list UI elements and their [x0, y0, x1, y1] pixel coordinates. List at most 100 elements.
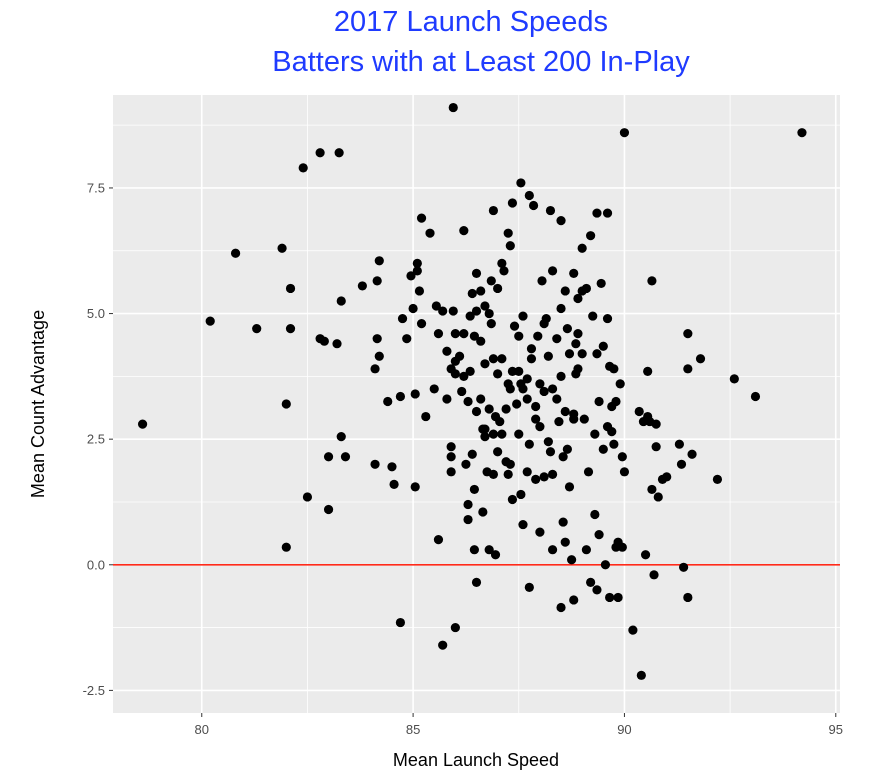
- data-point: [370, 364, 380, 374]
- data-point: [674, 439, 684, 449]
- data-point: [647, 484, 657, 495]
- data-point: [323, 452, 334, 462]
- data-point: [605, 592, 615, 603]
- data-point: [493, 369, 503, 379]
- data-point: [493, 283, 503, 294]
- data-point: [590, 429, 600, 439]
- data-point: [471, 406, 482, 417]
- data-point: [501, 404, 511, 414]
- data-point: [522, 394, 532, 404]
- data-point: [446, 442, 456, 452]
- data-point: [636, 670, 646, 680]
- data-point: [252, 324, 262, 334]
- data-point: [486, 276, 496, 286]
- data-point: [586, 577, 596, 587]
- data-point: [230, 248, 241, 258]
- data-point: [564, 349, 575, 359]
- data-point: [552, 334, 562, 344]
- data-point: [547, 545, 558, 555]
- data-point: [469, 331, 479, 341]
- data-point: [484, 545, 494, 555]
- x-axis-title: Mean Launch Speed: [393, 750, 559, 770]
- data-point: [526, 344, 537, 354]
- data-point: [372, 334, 382, 344]
- data-point: [651, 419, 661, 429]
- data-point: [497, 354, 507, 364]
- data-point: [573, 364, 583, 374]
- data-point: [488, 469, 499, 479]
- data-point: [729, 374, 739, 384]
- data-point: [497, 258, 507, 268]
- data-point: [465, 311, 475, 321]
- data-point: [567, 555, 577, 565]
- data-point: [421, 411, 431, 422]
- data-point: [516, 489, 526, 500]
- data-point: [598, 444, 608, 454]
- data-point: [583, 467, 594, 477]
- x-tick-label: 90: [617, 722, 631, 737]
- data-point: [397, 313, 408, 324]
- data-point: [518, 384, 528, 394]
- data-point: [438, 640, 448, 650]
- data-point: [628, 625, 638, 635]
- data-point: [372, 276, 382, 286]
- data-point: [461, 459, 471, 469]
- data-point: [463, 514, 473, 525]
- data-point: [319, 336, 329, 346]
- data-point: [609, 364, 619, 374]
- data-point: [586, 231, 596, 241]
- data-point: [374, 256, 384, 266]
- data-point: [647, 276, 657, 286]
- data-point: [524, 582, 534, 592]
- x-tick-label: 95: [829, 722, 843, 737]
- data-point: [676, 459, 687, 469]
- chart-title-line-2: Batters with at Least 200 In-Play: [272, 46, 690, 78]
- data-point: [503, 469, 513, 479]
- data-point: [277, 243, 287, 253]
- data-point: [493, 447, 503, 457]
- data-point: [547, 469, 558, 479]
- data-point: [528, 200, 539, 211]
- data-point: [797, 128, 807, 138]
- data-point: [531, 414, 541, 424]
- data-point: [643, 366, 653, 376]
- data-point: [507, 366, 518, 376]
- data-point: [539, 386, 549, 397]
- data-point: [531, 474, 541, 484]
- data-point: [467, 449, 477, 459]
- data-point: [640, 550, 651, 560]
- data-point: [539, 472, 549, 482]
- data-point: [281, 542, 291, 552]
- data-point: [619, 467, 630, 477]
- data-point: [490, 550, 501, 560]
- data-point: [488, 205, 499, 216]
- data-point: [687, 449, 697, 459]
- data-points: [137, 102, 807, 680]
- plot-panel: [113, 95, 840, 713]
- data-point: [281, 399, 291, 409]
- data-point: [323, 504, 334, 515]
- data-point: [588, 311, 598, 321]
- data-point: [459, 329, 469, 339]
- y-tick-label: 2.5: [87, 432, 105, 447]
- data-point: [592, 208, 602, 218]
- data-point: [336, 432, 346, 442]
- data-point: [459, 371, 469, 381]
- data-point: [577, 243, 587, 253]
- data-point: [545, 447, 556, 457]
- data-point: [596, 278, 606, 289]
- y-tick-label: 0.0: [87, 557, 105, 572]
- data-point: [552, 394, 562, 404]
- data-point: [543, 351, 553, 361]
- data-point: [465, 366, 475, 376]
- data-point: [395, 617, 406, 628]
- data-point: [679, 562, 689, 572]
- data-point: [450, 369, 460, 379]
- data-point: [602, 208, 613, 218]
- data-point: [560, 537, 570, 547]
- data-point: [607, 427, 617, 437]
- data-point: [579, 414, 589, 424]
- data-point: [425, 228, 435, 238]
- y-axis-ticks: -2.5 0.0 2.5 5.0 7.5: [83, 180, 113, 698]
- y-axis-title: Mean Count Advantage: [28, 310, 48, 498]
